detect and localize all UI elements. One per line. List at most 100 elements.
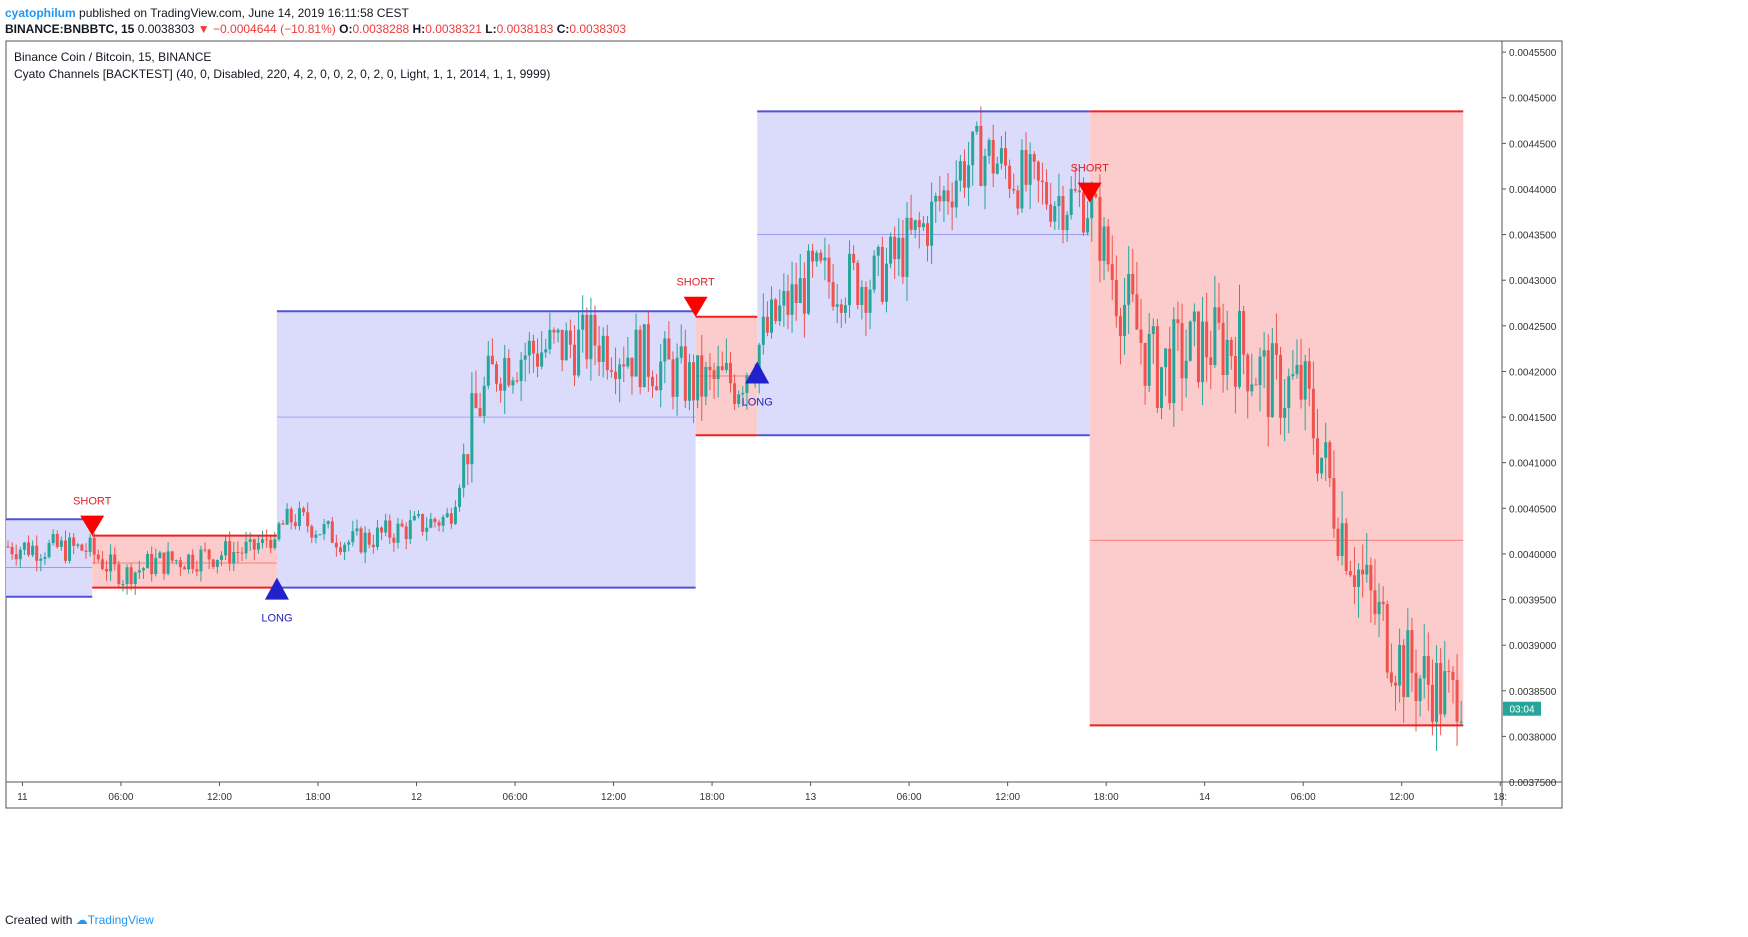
candle-body (675, 357, 679, 397)
candle-body (581, 314, 585, 330)
candle-body (1184, 360, 1188, 379)
candle-body (39, 558, 43, 561)
candle-body (926, 223, 930, 246)
y-tick-label: 0.0037500 (1509, 778, 1557, 789)
candle-body (187, 554, 191, 570)
candle-body (507, 357, 511, 386)
candle-body (158, 552, 162, 559)
candle-body (1398, 644, 1402, 686)
candle-body (343, 544, 347, 553)
candle-body (236, 551, 240, 553)
candle-body (392, 537, 396, 543)
candle-body (400, 523, 404, 527)
y-tick-label: 0.0044000 (1509, 185, 1557, 196)
y-tick-label: 0.0043500 (1509, 231, 1557, 242)
candle-body (860, 286, 864, 305)
candle-body (314, 534, 318, 538)
candle-body (375, 527, 379, 548)
high-label: H: (412, 22, 426, 36)
candle-body (1307, 361, 1311, 389)
candle-body (991, 140, 995, 174)
candle-body (572, 344, 576, 376)
x-tick-label: 18:00 (700, 792, 725, 803)
candle-body (334, 542, 338, 548)
candle-body (207, 549, 211, 560)
close-label: C: (556, 22, 570, 36)
candle-body (1381, 601, 1385, 605)
candle-body (1336, 528, 1340, 556)
candle-body (355, 528, 359, 532)
x-tick-label: 12 (411, 792, 423, 803)
candle-body (297, 508, 301, 527)
candle-body (162, 552, 166, 574)
candle-body (228, 541, 232, 564)
candle-body (609, 370, 613, 372)
candle-body (183, 567, 187, 570)
candle-body (1016, 190, 1020, 209)
candle-body (831, 282, 835, 307)
candle-body (1135, 294, 1139, 330)
candle-body (1168, 348, 1172, 404)
candle-body (174, 560, 178, 562)
candle-body (269, 539, 273, 549)
candle-body (1233, 355, 1237, 387)
candle-body (536, 353, 540, 367)
candle-body (47, 543, 51, 557)
candle-body (765, 316, 769, 333)
candle-body (1254, 384, 1258, 386)
candle-body (585, 314, 589, 360)
candle-body (1127, 273, 1131, 305)
candle-body (462, 454, 466, 488)
candle-body (1443, 671, 1447, 715)
x-tick-label: 12:00 (1389, 792, 1414, 803)
y-tick-label: 0.0044500 (1509, 139, 1557, 150)
candle-body (724, 362, 728, 370)
candle-body (1020, 150, 1024, 209)
candle-body (408, 520, 412, 540)
candle-body (614, 371, 618, 379)
candle-body (1324, 442, 1328, 458)
candle-body (1061, 196, 1065, 231)
candle-body (1357, 569, 1361, 587)
candle-body (22, 542, 26, 550)
candle-body (129, 567, 133, 585)
candle-body (811, 250, 815, 262)
candle-body (458, 487, 462, 508)
candle-body (219, 555, 223, 560)
candle-body (1205, 321, 1209, 358)
candle-body (696, 355, 700, 401)
tradingview-logo-icon[interactable]: ☁ (75, 913, 88, 927)
candle-body (224, 541, 228, 556)
candle-body (199, 549, 203, 572)
candle-body (396, 523, 400, 543)
candle-body (1024, 150, 1028, 185)
candle-body (1176, 319, 1180, 324)
candle-body (794, 284, 798, 304)
candle-body (18, 549, 22, 560)
candle-body (848, 253, 852, 306)
candle-body (1328, 442, 1332, 479)
candle-body (1045, 182, 1049, 205)
candle-body (663, 338, 667, 362)
candle-body (634, 329, 638, 377)
candle-body (1229, 339, 1233, 356)
long-signal-label: LONG (261, 613, 292, 625)
candle-body (72, 537, 76, 546)
candle-body (417, 514, 420, 516)
candle-body (133, 572, 137, 585)
candle-body (979, 125, 983, 186)
author-name[interactable]: cyatophilum (5, 6, 76, 20)
candle-body (55, 534, 59, 547)
indicator-legend[interactable]: Cyato Channels [BACKTEST] (40, 0, Disabl… (14, 67, 550, 81)
candle-body (593, 314, 597, 346)
x-tick-label: 18:00 (305, 792, 330, 803)
last-price-badge-label: 03:04 (1509, 705, 1534, 716)
chart-border (5, 40, 1563, 809)
footer-brand[interactable]: TradingView (87, 913, 154, 927)
candle-body (384, 520, 388, 533)
candle-body (1077, 190, 1081, 193)
candle-body (987, 140, 991, 156)
candle-body (876, 246, 880, 256)
candle-body (839, 304, 843, 313)
